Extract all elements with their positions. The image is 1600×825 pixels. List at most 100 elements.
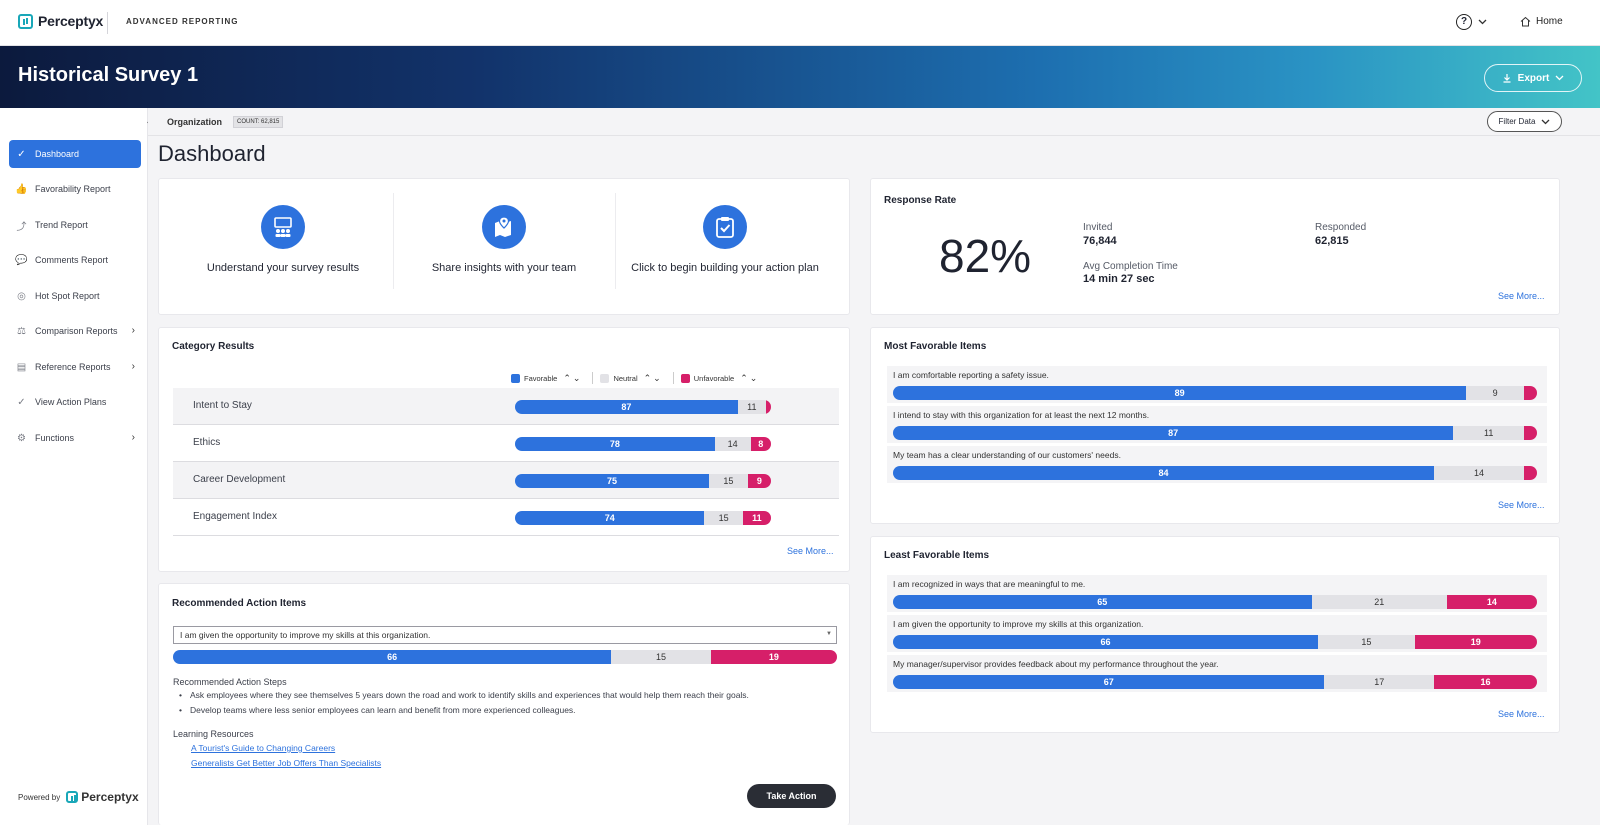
quicklink-understand-results[interactable]: Understand your survey results bbox=[173, 191, 393, 299]
sidebar-item-comments-report[interactable]: 💬 Comments Report bbox=[9, 246, 141, 274]
divider bbox=[107, 12, 108, 34]
resource-link[interactable]: Generalists Get Better Job Offers Than S… bbox=[191, 758, 382, 768]
category-label: Engagement Index bbox=[193, 511, 277, 522]
sidebar-item-trend-report[interactable]: ⤴ Trend Report bbox=[9, 211, 141, 239]
legend-neutral: Neutral bbox=[613, 373, 638, 383]
card-title: Most Favorable Items bbox=[884, 341, 987, 352]
unfavorable-segment: 11 bbox=[742, 511, 771, 525]
gear-icon: ⚙ bbox=[17, 432, 26, 444]
category-label: Intent to Stay bbox=[193, 400, 252, 411]
home-link[interactable]: Home bbox=[1520, 16, 1563, 27]
chart-icon: ▤ bbox=[16, 361, 27, 373]
stacked-bar: 74 15 11 bbox=[515, 511, 771, 525]
sidebar-item-label: Comments Report bbox=[35, 255, 109, 265]
export-button[interactable]: Export bbox=[1484, 64, 1582, 92]
stacked-bar: 84 14 bbox=[893, 466, 1537, 480]
brand-name: Perceptyx bbox=[38, 13, 104, 29]
stacked-bar: 75 15 9 bbox=[515, 474, 771, 488]
quicklink-share-insights[interactable]: Share insights with your team bbox=[394, 191, 614, 299]
card-title: Recommended Action Items bbox=[172, 598, 307, 609]
see-more-link[interactable]: See More... bbox=[1498, 709, 1545, 719]
selected-item: I am given the opportunity to improve my… bbox=[180, 630, 431, 640]
unfavorable-segment: 8 bbox=[750, 437, 771, 451]
responded-label: Responded bbox=[1315, 222, 1367, 233]
sidebar-item-label: View Action Plans bbox=[35, 397, 107, 407]
stacked-bar: 65 21 14 bbox=[893, 595, 1537, 609]
action-item-select[interactable]: I am given the opportunity to improve my… bbox=[173, 626, 837, 644]
neutral-segment: 15 bbox=[704, 511, 743, 525]
resource-link[interactable]: A Tourist's Guide to Changing Careers bbox=[191, 743, 336, 753]
sort-arrows-icon[interactable]: ⌃⌄ bbox=[643, 372, 663, 383]
favorable-segment: 75 bbox=[515, 474, 709, 488]
sidebar-item-hot-spot-report[interactable]: ◎ Hot Spot Report bbox=[9, 282, 141, 310]
card-title: Response Rate bbox=[884, 195, 957, 206]
help-menu[interactable]: ? bbox=[1456, 14, 1487, 30]
item-question: My manager/supervisor provides feedback … bbox=[893, 659, 1219, 669]
sidebar-item-reference-reports[interactable]: ▤ Reference Reports › bbox=[9, 353, 141, 381]
clipboard-check-icon bbox=[703, 205, 747, 249]
neutral-segment: 9 bbox=[1466, 386, 1525, 400]
stacked-bar: 66 15 19 bbox=[893, 635, 1537, 649]
stacked-bar: 78 14 8 bbox=[515, 437, 771, 451]
quicklink-label: Click to begin building your action plan bbox=[631, 262, 819, 274]
powered-brand: Perceptyx bbox=[81, 790, 139, 804]
top-bar: Perceptyx ADVANCED REPORTING ? Home bbox=[0, 0, 1600, 46]
unfavorable-segment: 19 bbox=[710, 650, 837, 664]
filter-data-button[interactable]: Filter Data bbox=[1487, 111, 1562, 132]
unfavorable-segment: 16 bbox=[1433, 675, 1537, 689]
map-pin-icon bbox=[482, 205, 526, 249]
least-favorable-card: Least Favorable Items See More... I am r… bbox=[870, 536, 1560, 733]
perceptyx-logo: Perceptyx bbox=[66, 790, 139, 804]
chevron-right-icon: › bbox=[131, 432, 135, 443]
sidebar-item-dashboard[interactable]: ✓ Dashboard bbox=[9, 140, 141, 168]
chevron-down-icon bbox=[1541, 119, 1550, 124]
quick-links-card: Understand your survey results Share ins… bbox=[158, 178, 850, 315]
perceptyx-logo[interactable]: Perceptyx bbox=[18, 13, 103, 29]
chevron-right-icon: › bbox=[131, 325, 135, 336]
survey-header: Historical Survey 1 Export bbox=[0, 46, 1600, 108]
comments-icon: 💬 bbox=[15, 254, 28, 266]
perceptyx-logo-icon bbox=[18, 13, 33, 29]
unfavorable-segment bbox=[765, 400, 771, 414]
count-badge: COUNT: 62,815 bbox=[233, 116, 284, 128]
stacked-bar: 89 9 bbox=[893, 386, 1537, 400]
response-rate-card: Response Rate 82% Invited 76,844 Respond… bbox=[870, 178, 1560, 315]
see-more-link[interactable]: See More... bbox=[1498, 291, 1545, 301]
see-more-link[interactable]: See More... bbox=[787, 546, 834, 556]
item-question: I am comfortable reporting a safety issu… bbox=[893, 370, 1049, 380]
unfavorable-segment bbox=[1524, 386, 1537, 400]
dropdown-caret-icon: ▼ bbox=[826, 631, 832, 637]
organization-label[interactable]: Organization bbox=[167, 117, 223, 127]
dashboard-icon: ✓ bbox=[17, 148, 26, 160]
neutral-segment: 15 bbox=[708, 474, 748, 488]
divider bbox=[672, 372, 674, 384]
see-more-link[interactable]: See More... bbox=[1498, 500, 1545, 510]
favorable-segment: 65 bbox=[893, 595, 1312, 609]
chevron-right-icon: › bbox=[131, 361, 135, 372]
category-row[interactable]: Ethics bbox=[173, 425, 839, 462]
item-question: I am given the opportunity to improve my… bbox=[893, 619, 1144, 629]
responded-value: 62,815 bbox=[1315, 235, 1349, 247]
sort-arrows-icon[interactable]: ⌃⌄ bbox=[740, 372, 760, 383]
favorable-segment: 78 bbox=[515, 437, 715, 451]
organization-bar: Organization COUNT: 62,815 Filter Data bbox=[148, 108, 1600, 136]
most-favorable-card: Most Favorable Items See More... I am co… bbox=[870, 327, 1560, 524]
item-question: I am recognized in ways that are meaning… bbox=[893, 579, 1086, 589]
legend: Favorable ⌃⌄ Neutral ⌃⌄ Unfavorable ⌃⌄ bbox=[511, 372, 762, 384]
quicklink-action-plan[interactable]: Click to begin building your action plan bbox=[615, 191, 835, 299]
stacked-bar: 87 11 bbox=[893, 426, 1537, 440]
category-label: Career Development bbox=[193, 474, 286, 485]
sidebar-item-label: Reference Reports bbox=[35, 362, 111, 372]
take-action-button[interactable]: Take Action bbox=[747, 784, 836, 808]
neutral-segment: 14 bbox=[714, 437, 751, 451]
sidebar-item-label: Favorability Report bbox=[35, 184, 111, 194]
sidebar-item-comparison-reports[interactable]: ⚖ Comparison Reports › bbox=[9, 317, 141, 345]
favorable-segment: 66 bbox=[173, 650, 612, 664]
sort-arrows-icon[interactable]: ⌃⌄ bbox=[563, 372, 583, 383]
category-row[interactable]: Engagement Index bbox=[173, 499, 839, 536]
home-label: Home bbox=[1536, 16, 1563, 27]
sidebar-item-view-action-plans[interactable]: ✓ View Action Plans bbox=[9, 388, 141, 416]
sidebar-item-favorability-report[interactable]: 👍 Favorability Report bbox=[9, 175, 141, 203]
survey-title: Historical Survey 1 bbox=[18, 64, 199, 86]
sidebar-item-functions[interactable]: ⚙ Functions › bbox=[9, 424, 141, 452]
